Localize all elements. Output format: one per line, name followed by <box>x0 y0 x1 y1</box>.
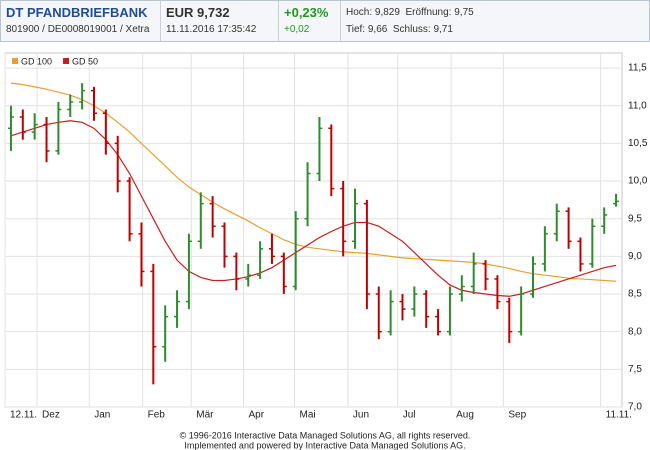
copyright: © 1996-2016 Interactive Data Managed Sol… <box>180 430 471 440</box>
change-cell: +0,23% +0,02 <box>279 1 341 41</box>
close: Schluss: 9,71 <box>392 24 453 35</box>
x-tick-label: Mai <box>300 410 316 421</box>
open: Eröffnung: 9,75 <box>405 7 474 18</box>
x-tick-label: Dez <box>42 410 60 421</box>
stats-cell: Hoch: 9,829 Eröffnung: 9,75 Tief: 9,66 S… <box>341 1 649 41</box>
timestamp: 11.11.2016 17:35:42 <box>166 24 257 35</box>
x-tick-label: Jan <box>94 410 110 421</box>
y-tick-label: 7,5 <box>628 364 642 375</box>
name-cell: DT PFANDBRIEFBANK 801900 / DE0008019001 … <box>1 1 161 41</box>
y-tick-label: 11,0 <box>628 100 647 111</box>
legend-label: GD 100 <box>21 56 52 66</box>
x-tick-label: Apr <box>248 410 264 421</box>
price: EUR 9,732 <box>166 5 230 20</box>
x-tick-label: 12.11. <box>10 410 37 421</box>
legend-label: GD 50 <box>72 56 98 66</box>
y-tick-label: 10,0 <box>628 176 648 187</box>
low: Tief: 9,66 <box>346 24 388 35</box>
stats-row: Tief: 9,66 Schluss: 9,71 <box>346 21 644 38</box>
y-tick-label: 7,0 <box>628 402 642 413</box>
stock-name: DT PFANDBRIEFBANK <box>6 5 148 20</box>
change-pct: +0,23% <box>284 5 329 20</box>
quote-header: DT PFANDBRIEFBANK 801900 / DE0008019001 … <box>0 0 650 42</box>
y-tick-label: 8,0 <box>628 326 642 337</box>
x-tick-label: Jul <box>403 410 416 421</box>
moving-average <box>10 82 617 282</box>
y-tick-label: 11,5 <box>628 63 647 74</box>
x-tick-label: Mär <box>196 410 214 421</box>
y-tick-label: 10,5 <box>628 138 648 149</box>
y-tick-label: 9,5 <box>628 213 642 224</box>
x-tick-label: 11.11. <box>606 410 632 421</box>
x-tick-label: Sep <box>508 410 526 421</box>
stock-ids: 801900 / DE0008019001 / Xetra <box>6 24 150 35</box>
x-tick-label: Aug <box>456 410 474 421</box>
credit: Implemented and powered by Interactive D… <box>184 440 465 450</box>
stats-row: Hoch: 9,829 Eröffnung: 9,75 <box>346 4 644 21</box>
change-abs: +0,02 <box>284 24 310 35</box>
high: Hoch: 9,829 <box>346 7 400 18</box>
legend-swatch <box>63 58 70 64</box>
x-tick-label: Jun <box>353 410 369 421</box>
x-tick-label: Feb <box>148 410 166 421</box>
price-cell: EUR 9,732 11.11.2016 17:35:42 <box>161 1 279 41</box>
y-tick-label: 8,5 <box>628 289 642 300</box>
y-tick-label: 9,0 <box>628 251 642 262</box>
moving-average <box>10 120 617 297</box>
legend-swatch <box>12 58 18 64</box>
plot-area <box>4 52 623 408</box>
